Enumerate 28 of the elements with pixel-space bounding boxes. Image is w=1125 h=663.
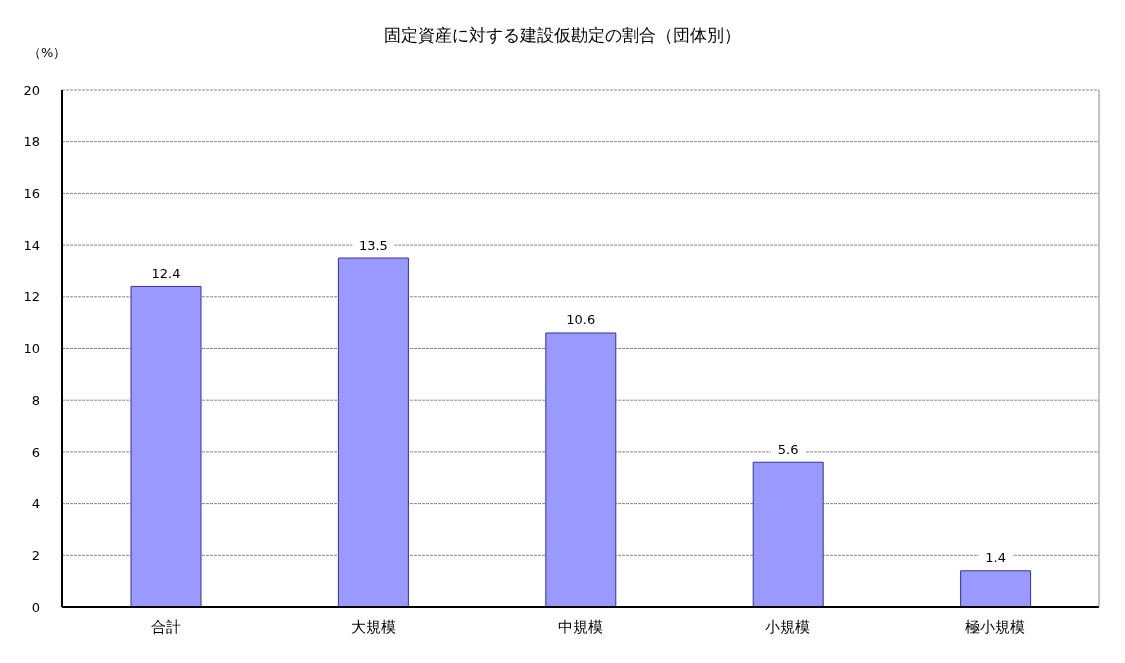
y-tick-label: 8	[31, 392, 40, 408]
y-tick-label: 0	[31, 599, 40, 615]
chart-title: 固定資産に対する建設仮勘定の割合（団体別）	[384, 25, 741, 45]
data-label: 12.4	[151, 265, 181, 281]
data-label: 10.6	[566, 312, 596, 328]
bar	[545, 332, 617, 607]
x-tick-label: 合計	[150, 617, 181, 636]
y-tick-label: 18	[23, 134, 40, 150]
y-tick-label: 10	[23, 341, 40, 357]
x-tick-label: 中規模	[558, 617, 603, 636]
y-tick-label: 12	[23, 289, 40, 305]
data-label: 5.6	[777, 441, 799, 457]
bar	[960, 570, 1032, 607]
bar	[752, 461, 824, 607]
y-tick-label: 2	[31, 547, 40, 563]
y-axis-title: （%）	[28, 44, 67, 62]
data-label: 13.5	[358, 237, 388, 253]
bar	[337, 257, 409, 607]
y-tick-label: 16	[23, 186, 40, 202]
y-tick-label: 6	[31, 444, 40, 460]
bar	[130, 285, 202, 607]
x-tick-label: 小規模	[765, 617, 811, 636]
data-label: 1.4	[985, 550, 1006, 566]
y-tick-label: 14	[23, 237, 40, 253]
x-tick-label: 大規模	[350, 617, 396, 636]
y-tick-label: 4	[31, 496, 40, 512]
y-tick-label: 20	[23, 82, 40, 98]
x-tick-label: 極小規模	[965, 617, 1026, 636]
